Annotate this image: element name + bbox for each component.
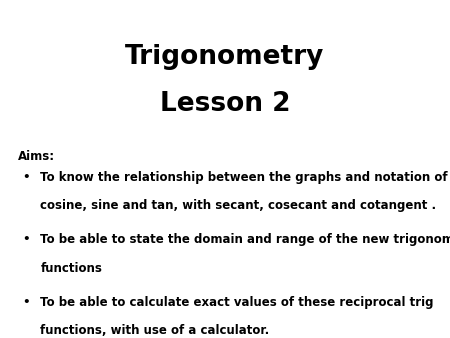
Text: Trigonometry: Trigonometry [125,44,325,70]
Text: •: • [22,233,30,246]
Text: functions, with use of a calculator.: functions, with use of a calculator. [40,324,270,337]
Text: cosine, sine and tan, with secant, cosecant and cotangent .: cosine, sine and tan, with secant, cosec… [40,199,436,212]
Text: To know the relationship between the graphs and notation of: To know the relationship between the gra… [40,171,448,184]
Text: •: • [22,171,30,184]
Text: Lesson 2: Lesson 2 [160,91,290,117]
Text: functions: functions [40,262,103,275]
Text: To be able to state the domain and range of the new trigonometric: To be able to state the domain and range… [40,233,450,246]
Text: To be able to calculate exact values of these reciprocal trig: To be able to calculate exact values of … [40,296,434,309]
Text: Aims:: Aims: [18,150,55,163]
Text: •: • [22,296,30,309]
